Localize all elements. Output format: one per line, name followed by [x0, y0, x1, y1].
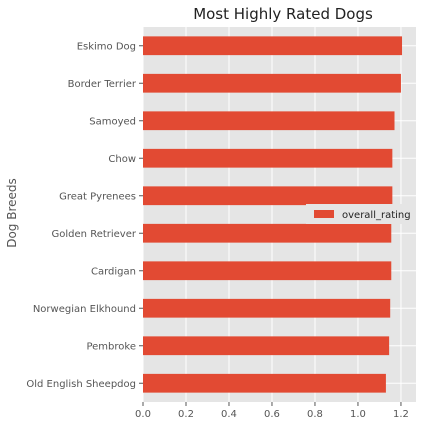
y-tick-label: Golden Retriever — [52, 229, 137, 240]
bar — [143, 73, 401, 93]
legend: overall_rating — [306, 204, 414, 224]
y-tick-label: Norwegian Elkhound — [33, 304, 136, 315]
bar — [143, 186, 393, 206]
y-tick-label: Cardigan — [91, 266, 136, 277]
y-tick-label: Pembroke — [86, 341, 136, 352]
y-axis-label: Dog Breeds — [5, 178, 19, 248]
bar — [143, 336, 390, 356]
x-tick-label: 0.8 — [307, 409, 323, 420]
y-tick-label: Border Terrier — [68, 79, 137, 90]
x-tick-label: 0.4 — [221, 409, 237, 420]
y-tick-label: Old English Sheepdog — [26, 379, 136, 390]
y-tick-label: Great Pyrenees — [59, 191, 136, 202]
x-tick-label: 1.2 — [393, 409, 409, 420]
chart-title: Most Highly Rated Dogs — [193, 5, 373, 23]
legend-box — [306, 204, 414, 224]
bar — [143, 223, 392, 243]
legend-swatch — [314, 210, 334, 218]
bar — [143, 36, 403, 56]
bar — [143, 298, 391, 318]
y-tick-label: Chow — [108, 154, 136, 165]
x-tick-label: 0.6 — [264, 409, 280, 420]
legend-label: overall_rating — [342, 210, 411, 221]
x-tick-label: 1.0 — [350, 409, 366, 420]
x-tick-label: 0.0 — [135, 409, 151, 420]
x-tick-label: 0.2 — [178, 409, 194, 420]
bar — [143, 373, 386, 393]
y-tick-label: Samoyed — [89, 116, 136, 127]
y-tick-label: Eskimo Dog — [77, 41, 136, 52]
bar — [143, 148, 393, 168]
bar — [143, 261, 392, 281]
bar — [143, 111, 395, 131]
